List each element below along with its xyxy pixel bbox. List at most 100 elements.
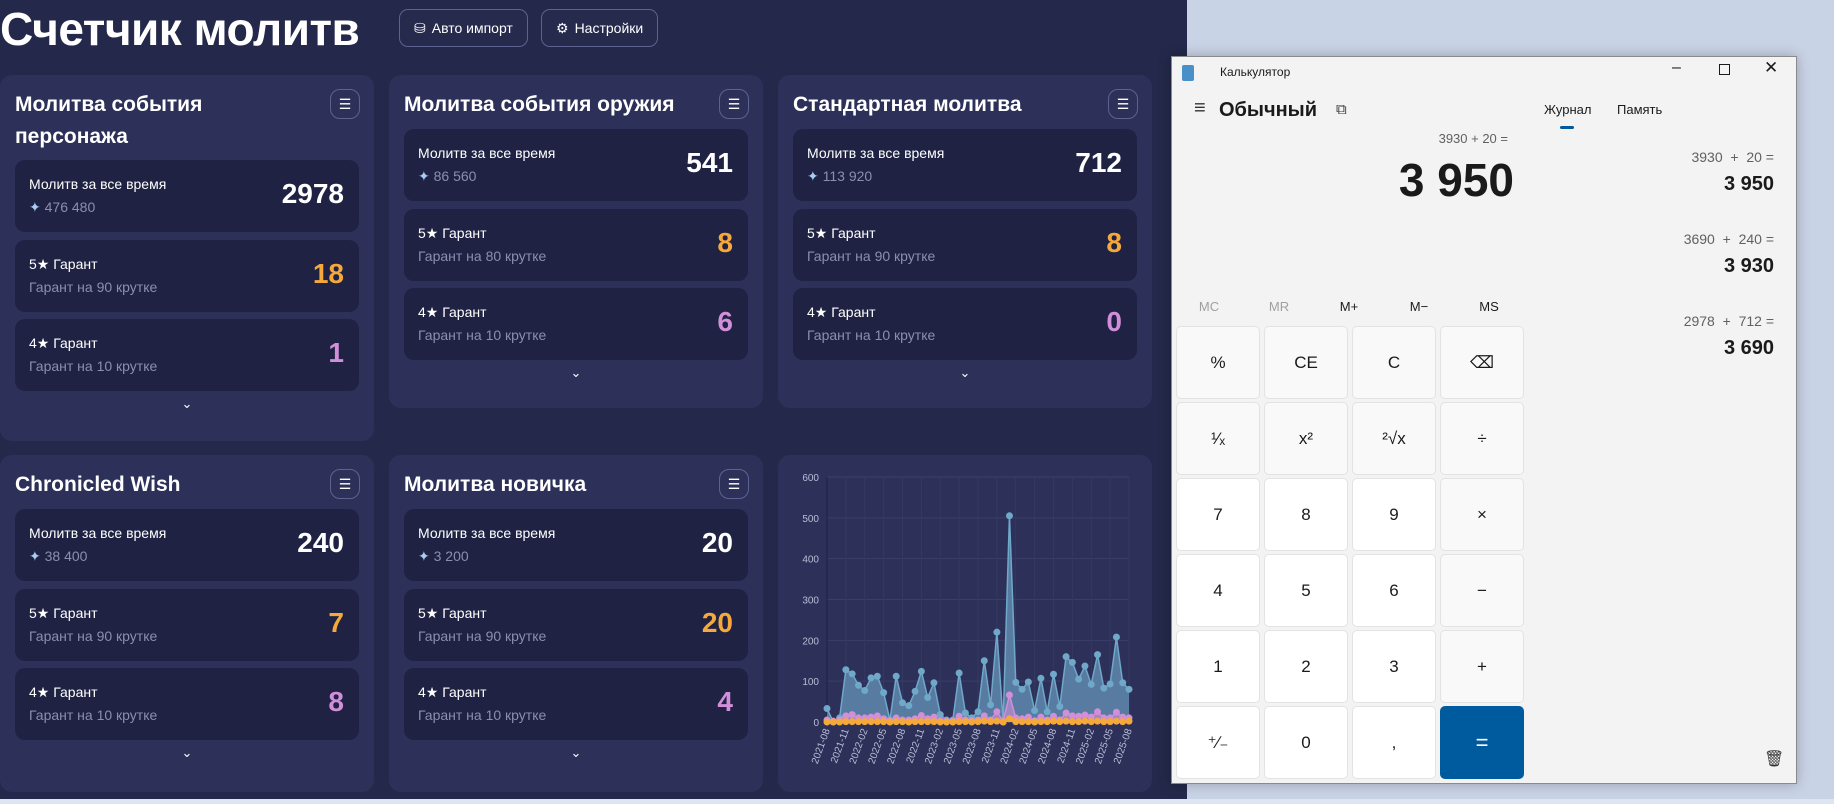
history-expression[interactable]: 3690 + 240 = — [1683, 231, 1774, 247]
calc-key[interactable]: , — [1352, 706, 1436, 779]
calc-key[interactable]: 4 — [1176, 554, 1260, 627]
stat-sublabel: Гарант на 10 крутке — [418, 327, 547, 343]
stat-sublabel: Гарант на 90 крутке — [29, 628, 158, 644]
tab-history[interactable]: Журнал — [1544, 102, 1592, 117]
card-menu-button[interactable]: ☰ — [1108, 89, 1138, 119]
minimize-button[interactable]: – — [1672, 59, 1681, 76]
expand-chevron-icon[interactable]: ⌄ — [959, 365, 971, 380]
prayer-counter-app: Счетчик молитв ⛁ Авто импорт ⚙ Настройки М… — [0, 0, 1187, 799]
data-point-5star — [1037, 718, 1045, 726]
calc-key[interactable]: 5 — [1264, 554, 1348, 627]
calc-key[interactable]: + — [1440, 630, 1524, 703]
data-point-5star — [961, 718, 969, 726]
stat-label: 5★ Гарант — [807, 225, 876, 241]
five-star-pity-value: 8 — [1106, 227, 1122, 258]
total-value: 541 — [686, 147, 733, 178]
y-tick-label: 400 — [802, 555, 819, 566]
wish-card: Молитва события оружия ☰ Молитв за все в… — [389, 75, 763, 408]
wish-card: Молитва события персонажа ☰ Молитв за вс… — [0, 75, 374, 441]
calc-key[interactable]: 7 — [1176, 478, 1260, 551]
calc-key[interactable]: 3 — [1352, 630, 1436, 703]
calc-key[interactable]: 6 — [1352, 554, 1436, 627]
five-star-pity-value: 7 — [328, 607, 344, 638]
expand-chevron-icon[interactable]: ⌄ — [181, 396, 193, 411]
calc-key[interactable]: 9 — [1352, 478, 1436, 551]
keep-on-top-icon[interactable]: ⧉ — [1336, 101, 1347, 118]
data-point-5star — [980, 717, 988, 725]
hamburger-menu-icon[interactable]: ≡ — [1194, 97, 1206, 119]
history-result[interactable]: 3 930 — [1723, 255, 1774, 277]
calc-key[interactable]: 1 — [1176, 630, 1260, 703]
data-point-5star — [867, 718, 875, 726]
stat-sublabel: Гарант на 90 крутке — [29, 279, 158, 295]
calc-key[interactable]: % — [1176, 326, 1260, 399]
stat-label: Молитв за все время — [418, 525, 556, 541]
data-point-total — [823, 705, 831, 713]
calc-key[interactable]: = — [1440, 706, 1524, 779]
stat-label: 4★ Гарант — [807, 304, 876, 320]
five-star-pity-value: 20 — [701, 607, 733, 638]
history-expression[interactable]: 3930 + 20 = — [1691, 149, 1774, 165]
memory-button[interactable]: MS — [1479, 299, 1499, 314]
calc-key[interactable]: 2 — [1264, 630, 1348, 703]
calc-key[interactable]: ²√x — [1352, 402, 1436, 475]
y-tick-label: 600 — [802, 473, 819, 484]
card-menu-button[interactable]: ☰ — [719, 89, 749, 119]
data-point-4star — [955, 712, 963, 720]
expand-chevron-icon[interactable]: ⌄ — [570, 365, 582, 380]
auto-import-button[interactable]: ⛁ Авто импорт — [399, 9, 528, 47]
five-star-pity-value: 18 — [312, 258, 344, 289]
mode-title: Обычный — [1219, 99, 1318, 121]
stat-sublabel: Гарант на 10 крутке — [807, 327, 936, 343]
history-chart-card: 0 100 200 300 400 500 600 2021-08 2021-11 2022-02… — [778, 455, 1152, 792]
data-point-5star — [955, 718, 963, 726]
calc-key[interactable]: ⌫ — [1440, 326, 1524, 399]
data-point-4star — [1005, 691, 1013, 699]
stat-label: Молитв за все время — [29, 176, 167, 192]
calc-key[interactable]: x² — [1264, 402, 1348, 475]
calc-key[interactable]: CE — [1264, 326, 1348, 399]
settings-button[interactable]: ⚙ Настройки — [541, 9, 659, 47]
data-point-5star — [854, 718, 862, 726]
memory-button[interactable]: MR — [1268, 299, 1290, 314]
memory-button[interactable]: M+ — [1339, 299, 1359, 314]
data-point-total — [1050, 670, 1057, 678]
calc-key[interactable]: ⁺∕₋ — [1176, 706, 1260, 779]
five-star-pity-stat: 5★ Гарант Гарант на 90 крутке 20 — [404, 589, 748, 661]
calc-key[interactable]: C — [1352, 326, 1436, 399]
five-star-pity-stat: 5★ Гарант Гарант на 90 крутке 8 — [793, 209, 1137, 281]
data-point-5star — [899, 718, 906, 726]
data-point-total — [1112, 633, 1120, 641]
data-point-5star — [848, 718, 856, 726]
calc-key[interactable]: ¹⁄ₓ — [1176, 402, 1260, 475]
calc-key[interactable]: 0 — [1264, 706, 1348, 779]
card-menu-button[interactable]: ☰ — [719, 469, 749, 499]
trash-icon[interactable]: 🗑 — [1764, 751, 1785, 768]
y-tick-label: 200 — [802, 636, 819, 647]
calc-key[interactable]: ÷ — [1440, 402, 1524, 475]
settings-label: Настройки — [574, 20, 644, 36]
data-point-4star — [848, 711, 856, 719]
calc-key[interactable]: − — [1440, 554, 1524, 627]
maximize-button[interactable] — [1719, 64, 1730, 75]
expand-chevron-icon[interactable]: ⌄ — [181, 745, 193, 760]
history-result[interactable]: 3 950 — [1723, 173, 1774, 195]
expand-chevron-icon[interactable]: ⌄ — [570, 745, 582, 760]
memory-button[interactable]: M− — [1409, 299, 1429, 314]
close-button[interactable]: ✕ — [1764, 58, 1779, 77]
memory-button[interactable]: MC — [1198, 299, 1220, 314]
data-point-4star — [1068, 712, 1076, 720]
calc-key[interactable]: × — [1440, 478, 1524, 551]
stat-label: 5★ Гарант — [29, 256, 98, 272]
card-menu-button[interactable]: ☰ — [330, 89, 360, 119]
data-point-total — [974, 708, 982, 716]
card-menu-button[interactable]: ☰ — [330, 469, 360, 499]
calc-key[interactable]: 8 — [1264, 478, 1348, 551]
data-point-total — [861, 687, 869, 695]
tab-memory[interactable]: Память — [1617, 102, 1663, 117]
history-expression[interactable]: 2978 + 712 = — [1683, 313, 1774, 329]
data-point-5star — [829, 718, 837, 726]
history-result[interactable]: 3 690 — [1723, 337, 1774, 359]
stat-label: Молитв за все время — [807, 145, 945, 161]
series-area-total — [827, 515, 1129, 722]
